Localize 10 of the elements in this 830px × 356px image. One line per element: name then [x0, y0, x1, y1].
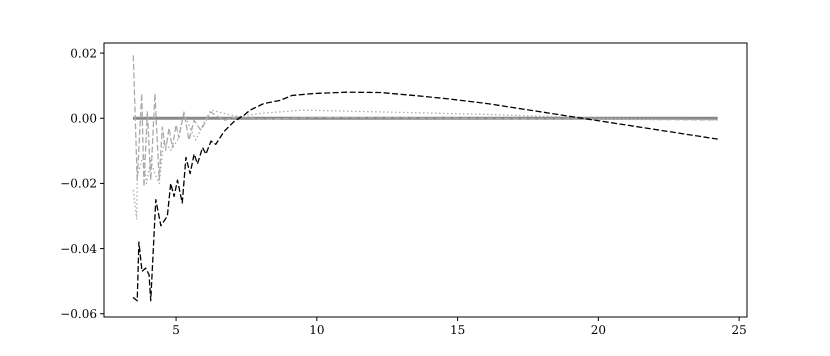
y-tick-label: 0.00: [70, 111, 97, 126]
x-tick-label: 15: [450, 323, 466, 337]
x-tick-label: 10: [309, 323, 324, 337]
y-tick-label: −0.04: [60, 242, 98, 256]
y-tick-label: −0.06: [60, 306, 97, 321]
x-tick-label: 25: [731, 323, 747, 337]
y-tick-label: −0.02: [60, 176, 97, 191]
y-tick-label: 0.02: [70, 46, 97, 60]
x-tick-label: 5: [172, 323, 180, 337]
x-tick-label: 20: [590, 323, 606, 337]
